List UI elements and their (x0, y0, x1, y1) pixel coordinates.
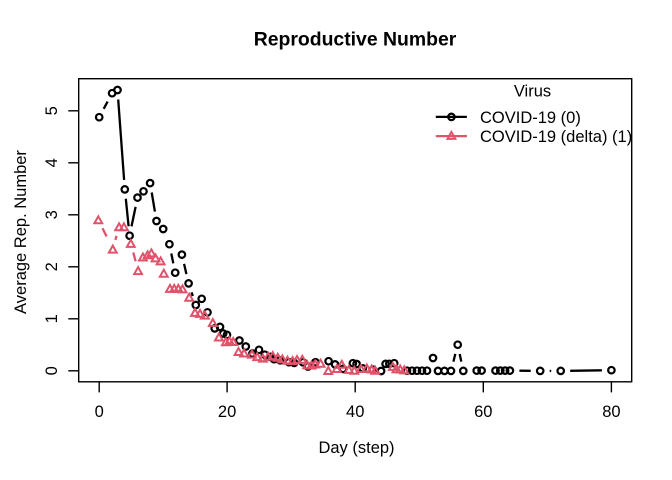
svg-text:COVID-19 (0): COVID-19 (0) (480, 109, 581, 127)
svg-text:2: 2 (43, 262, 61, 271)
svg-text:0: 0 (95, 403, 104, 421)
svg-text:4: 4 (43, 158, 61, 167)
svg-text:20: 20 (218, 403, 236, 421)
svg-text:5: 5 (43, 106, 61, 115)
svg-text:0: 0 (43, 366, 61, 375)
svg-text:60: 60 (474, 403, 492, 421)
svg-text:Day (step): Day (step) (318, 439, 394, 457)
svg-text:Virus: Virus (514, 83, 551, 101)
svg-text:40: 40 (346, 403, 364, 421)
svg-text:Average Rep. Number: Average Rep. Number (12, 150, 30, 314)
svg-text:80: 80 (602, 403, 620, 421)
svg-text:1: 1 (43, 314, 61, 323)
svg-text:COVID-19 (delta) (1): COVID-19 (delta) (1) (480, 128, 632, 146)
svg-text:Reproductive Number: Reproductive Number (254, 29, 457, 51)
svg-text:3: 3 (43, 210, 61, 219)
